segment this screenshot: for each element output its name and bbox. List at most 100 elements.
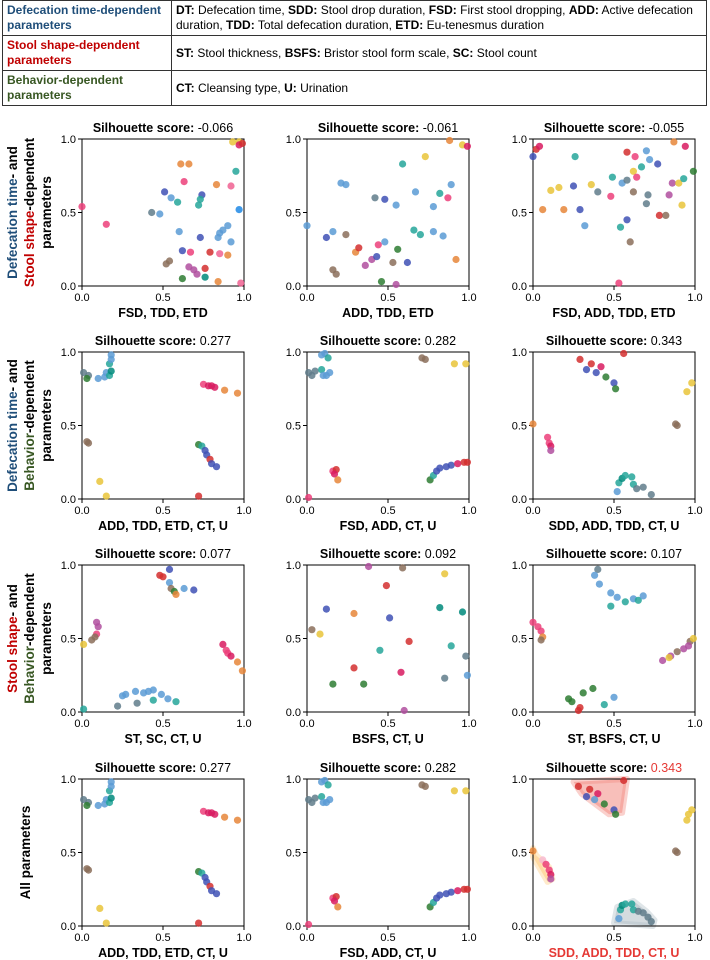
data-point [654,160,662,168]
data-point [329,228,337,236]
data-point [670,138,678,146]
data-point [576,355,584,363]
abbr-description: Defecation time, [194,3,289,17]
data-point [621,598,629,606]
abbr-description: Urination [296,80,349,95]
data-point [537,636,545,644]
scatter-panel: 0.00.0 0.5 0.5 1.0 1.0 Silhouette score: 0.09… [286,547,477,746]
data-point [673,648,681,656]
data-point [324,781,332,789]
data-point [452,255,460,264]
data-point [342,181,350,189]
data-point [458,608,467,616]
scatter-panel: 0.00.0 0.5 0.5 1.0 1.0 Silhouette score: 0.28… [286,761,477,960]
data-point [629,167,638,175]
data-point [529,847,537,855]
data-point [447,181,455,189]
y-tick-label: 1.0 [61,134,76,146]
row-label-part: Behavior [22,645,37,704]
data-point [211,383,219,391]
data-point [547,875,555,883]
data-point [587,181,595,189]
data-point [615,279,623,287]
y-tick-label: 0.5 [61,634,76,646]
data-point [157,690,165,699]
data-point [332,270,340,278]
data-point [655,211,664,219]
data-point [381,195,389,203]
data-point [172,698,180,706]
data-point [620,776,628,785]
data-point [318,793,326,801]
row-label: Defecation time- and [5,146,20,279]
data-point [114,702,122,710]
data-point [568,698,576,706]
data-point [589,684,597,693]
data-point [607,589,615,597]
silhouette-value: 0.282 [425,334,456,348]
x-tick-label: 0.0 [299,932,314,944]
x-tick-label: 0.0 [74,292,89,304]
data-point [608,173,617,181]
data-point [594,565,602,574]
scatter-panel: 0.00.0 0.5 0.5 1.0 1.0 Silhouette score: 0.28… [286,334,477,533]
data-point [161,188,169,196]
data-point [193,270,201,278]
x-tick-label: 0.5 [606,932,621,944]
abbr-description: Bristor stool form scale, [320,45,453,60]
scatter-panel: 0.00.0 0.5 0.5 1.0 1.0 Silhouette score: 0.10… [512,547,703,746]
x-axis-label: ST, BSFS, CT, U [567,732,660,746]
data-point [441,570,449,578]
y-tick-label: 1.0 [61,347,76,359]
data-point [463,142,471,150]
x-tick-label: 0.5 [155,718,170,730]
x-tick-label: 0.0 [74,505,89,517]
data-point [224,222,232,230]
data-point [629,188,638,196]
data-point [201,264,209,272]
data-point [623,216,631,224]
row-label-part: parameters [39,602,54,675]
data-point [389,258,397,267]
data-point [610,693,618,701]
data-point [537,627,545,635]
data-point [639,592,647,600]
data-point [662,211,670,219]
data-point [238,139,246,147]
data-point [305,493,313,502]
x-axis-label: FSD, ADD, CT, U [340,946,437,960]
row-label: Stool shape-dependent [22,137,37,287]
data-point [102,492,110,500]
x-axis-label: ADD, TDD, ETD, CT, U [98,519,228,533]
data-point [680,175,688,183]
row-label-part: All parameters [18,806,33,900]
data-point [595,580,604,588]
data-point [613,593,621,601]
data-point [678,201,686,209]
data-point [403,258,411,267]
x-tick-label: 1.0 [461,292,476,304]
data-point [535,142,544,150]
data-point [429,203,437,211]
y-tick-label: 0.0 [61,281,76,293]
data-point [416,231,424,239]
data-point [600,800,608,808]
data-point [196,195,204,203]
data-point [216,229,224,237]
data-point [450,787,458,795]
row-label: All parameters [18,806,33,900]
y-tick-label: 0.5 [61,208,76,220]
data-point [212,890,221,898]
plot-frame [532,138,696,287]
data-point [447,888,455,896]
data-point [374,241,382,249]
data-point [689,167,698,175]
data-point [326,369,334,377]
silhouette-title: Silhouette score: -0.066 [93,121,233,135]
data-point [227,238,235,246]
data-point [324,354,332,362]
data-point [576,206,584,214]
scatter-panel: 0.00.0 0.5 0.5 1.0 1.0 Silhouette score: 0.34… [512,334,703,533]
abbr-st: ST: [176,45,194,60]
data-point [591,796,599,804]
